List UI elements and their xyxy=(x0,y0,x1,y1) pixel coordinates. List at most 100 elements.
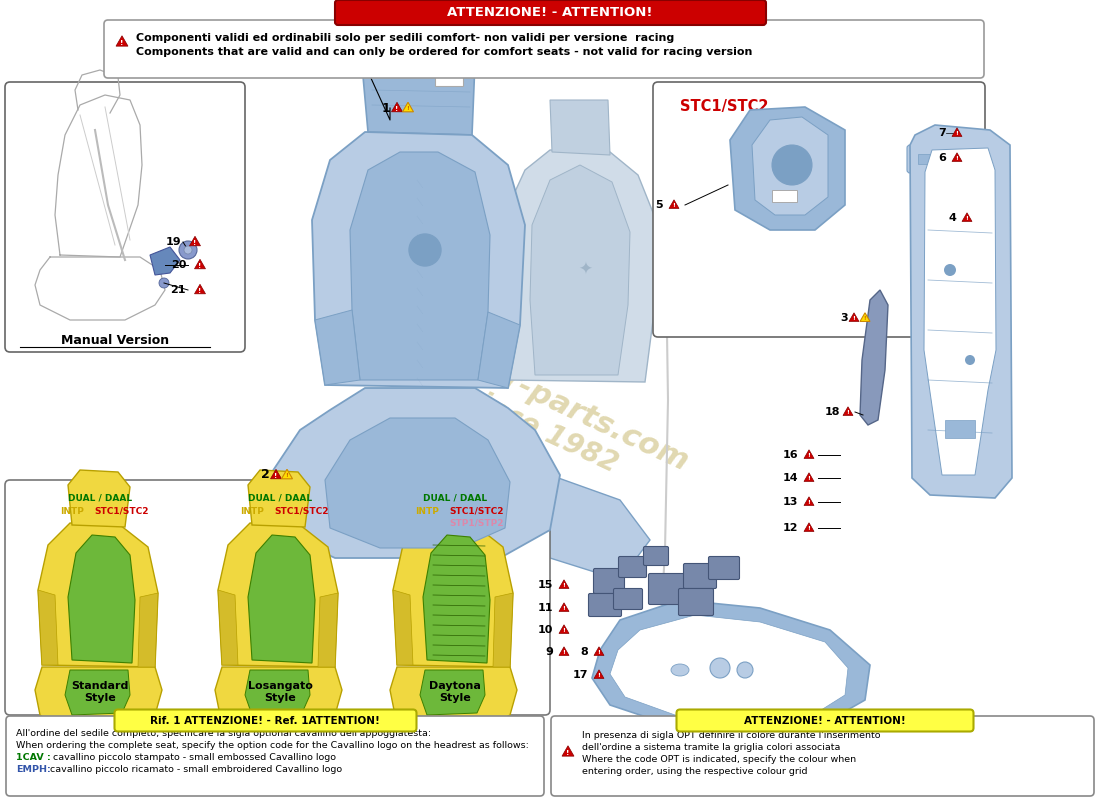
Polygon shape xyxy=(312,132,525,388)
Polygon shape xyxy=(39,523,158,667)
Bar xyxy=(918,154,933,164)
Bar xyxy=(434,70,463,86)
Text: !: ! xyxy=(807,500,811,506)
FancyBboxPatch shape xyxy=(114,710,417,731)
Polygon shape xyxy=(390,667,517,733)
Polygon shape xyxy=(39,590,58,665)
Text: Standard
Style: Standard Style xyxy=(72,682,129,702)
Polygon shape xyxy=(843,407,852,415)
Circle shape xyxy=(772,145,812,185)
Text: !: ! xyxy=(847,410,849,415)
Text: When ordering the complete seat, specify the option code for the Cavallino logo : When ordering the complete seat, specify… xyxy=(16,742,529,750)
Polygon shape xyxy=(248,470,310,527)
Polygon shape xyxy=(610,615,848,720)
Polygon shape xyxy=(393,590,412,665)
Polygon shape xyxy=(218,590,238,665)
Circle shape xyxy=(184,246,192,254)
FancyBboxPatch shape xyxy=(708,557,739,579)
Text: classic-or-parts.com: classic-or-parts.com xyxy=(366,303,694,477)
Polygon shape xyxy=(962,213,972,222)
Text: !: ! xyxy=(274,473,277,479)
Bar xyxy=(945,420,975,438)
Circle shape xyxy=(737,662,754,678)
Text: !: ! xyxy=(198,263,201,269)
FancyBboxPatch shape xyxy=(6,480,550,715)
Text: 8: 8 xyxy=(581,647,589,657)
Text: 4: 4 xyxy=(948,213,956,223)
FancyBboxPatch shape xyxy=(908,145,945,173)
Text: 6: 6 xyxy=(938,153,946,163)
Text: !: ! xyxy=(956,131,958,136)
Text: DUAL / DAAL: DUAL / DAAL xyxy=(68,494,132,502)
Text: !: ! xyxy=(562,606,565,611)
Polygon shape xyxy=(214,667,342,733)
Polygon shape xyxy=(804,473,814,482)
Text: 13: 13 xyxy=(782,497,797,507)
Polygon shape xyxy=(752,117,828,215)
FancyBboxPatch shape xyxy=(6,82,245,352)
FancyBboxPatch shape xyxy=(614,589,642,610)
Text: EMPH:: EMPH: xyxy=(16,766,51,774)
Text: !: ! xyxy=(807,526,811,531)
Polygon shape xyxy=(924,148,996,475)
Polygon shape xyxy=(424,535,490,663)
Text: !: ! xyxy=(194,240,197,246)
Polygon shape xyxy=(804,523,814,531)
FancyBboxPatch shape xyxy=(644,546,669,566)
Text: !: ! xyxy=(807,454,811,458)
Polygon shape xyxy=(559,647,569,655)
FancyBboxPatch shape xyxy=(649,574,686,605)
Polygon shape xyxy=(562,746,574,756)
Text: 21: 21 xyxy=(170,285,186,295)
Text: entering order, using the respective colour grid: entering order, using the respective col… xyxy=(582,766,807,775)
Polygon shape xyxy=(282,470,293,479)
Circle shape xyxy=(965,355,975,365)
Text: STC1/STC2: STC1/STC2 xyxy=(680,99,769,114)
Polygon shape xyxy=(669,200,679,209)
Text: Daytona
Style: Daytona Style xyxy=(429,682,481,702)
Polygon shape xyxy=(594,647,604,655)
Text: 9: 9 xyxy=(546,647,553,657)
Text: !: ! xyxy=(286,474,288,478)
Polygon shape xyxy=(849,313,859,322)
Polygon shape xyxy=(559,625,569,634)
Text: !: ! xyxy=(966,216,968,222)
Polygon shape xyxy=(592,600,870,730)
Text: DUAL / DAAL: DUAL / DAAL xyxy=(248,494,312,502)
Polygon shape xyxy=(559,580,569,589)
Text: !: ! xyxy=(672,203,675,208)
Text: Losangato
Style: Losangato Style xyxy=(248,682,312,702)
Polygon shape xyxy=(35,667,162,733)
Text: STC1/STC2: STC1/STC2 xyxy=(450,506,504,515)
Polygon shape xyxy=(420,670,485,715)
Text: ✦: ✦ xyxy=(579,261,592,279)
Text: 20: 20 xyxy=(170,260,186,270)
Text: !: ! xyxy=(864,316,867,322)
FancyBboxPatch shape xyxy=(551,716,1094,796)
Text: STP1/STP2: STP1/STP2 xyxy=(450,518,504,527)
FancyBboxPatch shape xyxy=(594,569,625,594)
Polygon shape xyxy=(195,259,206,269)
Text: dell'ordine a sistema tramite la griglia colori associata: dell'ordine a sistema tramite la griglia… xyxy=(582,742,840,751)
Circle shape xyxy=(710,658,730,678)
Text: !: ! xyxy=(562,583,565,588)
Text: All'ordine del sedile completo, specificare la sigla optional cavallino dell'app: All'ordine del sedile completo, specific… xyxy=(16,730,431,738)
Polygon shape xyxy=(116,36,128,46)
FancyBboxPatch shape xyxy=(618,557,647,578)
Text: Rif. 1 ATTENZIONE! - Ref. 1ATTENTION!: Rif. 1 ATTENZIONE! - Ref. 1ATTENTION! xyxy=(150,715,380,726)
Polygon shape xyxy=(493,593,513,667)
Text: 19: 19 xyxy=(165,237,182,247)
Text: Components that are valid and can only be ordered for comfort seats - not valid : Components that are valid and can only b… xyxy=(136,47,752,57)
Text: !: ! xyxy=(562,628,565,634)
Text: STC1/STC2: STC1/STC2 xyxy=(95,506,150,515)
FancyBboxPatch shape xyxy=(653,82,984,337)
Text: 17: 17 xyxy=(572,670,588,680)
Polygon shape xyxy=(150,247,180,275)
Text: ATTENZIONE! - ATTENTION!: ATTENZIONE! - ATTENTION! xyxy=(448,6,652,19)
Text: !: ! xyxy=(120,40,123,46)
Circle shape xyxy=(179,241,197,259)
Text: INTP: INTP xyxy=(240,506,264,515)
Polygon shape xyxy=(952,128,962,137)
FancyBboxPatch shape xyxy=(679,589,714,615)
Polygon shape xyxy=(392,102,403,112)
